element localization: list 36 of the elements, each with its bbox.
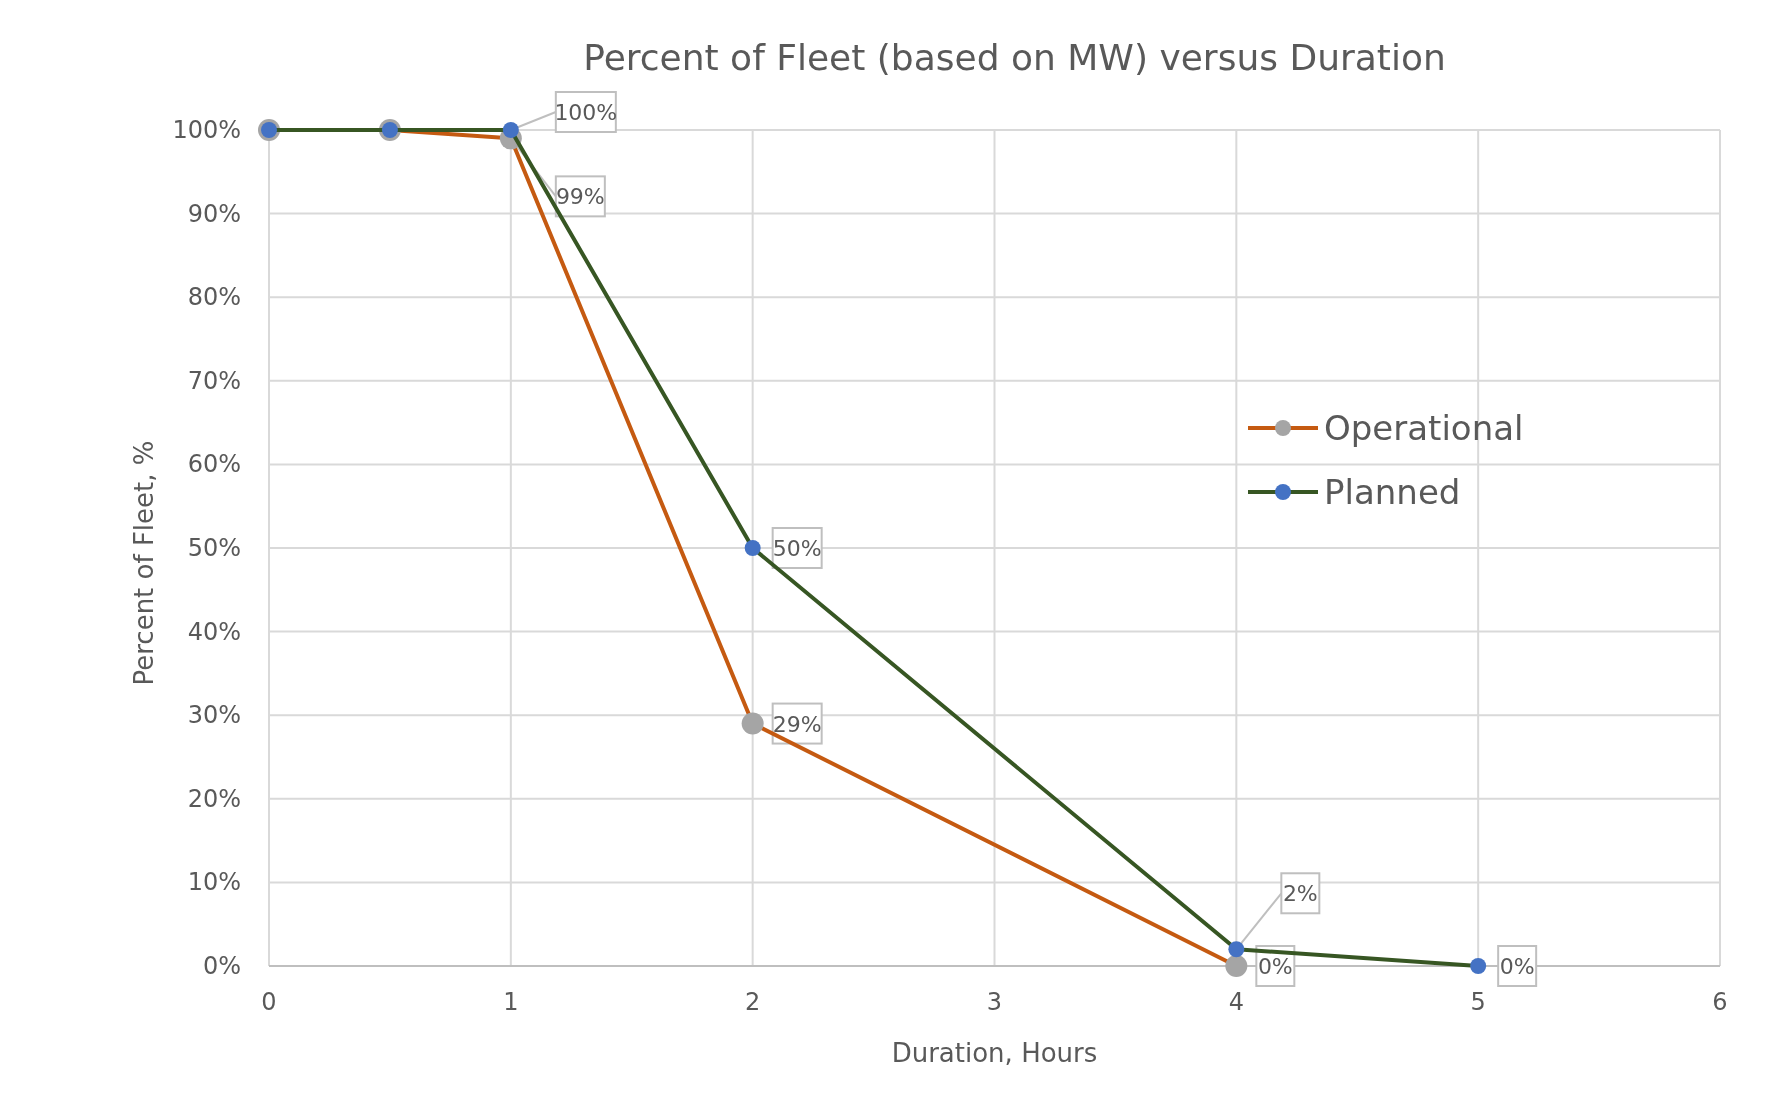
data-label: 0% (1257, 954, 1293, 979)
data-label: 29% (772, 711, 822, 737)
point (741, 712, 764, 735)
y-tick-label: 70% (187, 366, 241, 395)
chart-title: Percent of Fleet (based on MW) versus Duration (583, 37, 1446, 78)
point (744, 540, 761, 556)
y-tick-label: 90% (187, 199, 241, 228)
point (1470, 958, 1487, 974)
data-label: 0% (1499, 954, 1535, 979)
point (1228, 941, 1245, 958)
y-tick-label: 50% (187, 534, 241, 562)
y-axis-title: Percent of Fleet, % (129, 440, 159, 686)
data-label: 50% (772, 536, 822, 561)
data-label: 2% (1282, 881, 1318, 907)
y-tick-label: 100% (172, 116, 241, 144)
y-tick-label: 80% (187, 283, 241, 312)
x-tick-label: 4 (1228, 988, 1244, 1016)
legend-label: Planned (1324, 472, 1461, 512)
y-tick-label: 20% (187, 784, 241, 813)
x-tick-label: 2 (745, 988, 761, 1016)
data-label: 100% (554, 100, 618, 125)
x-axis-title: Duration, Hours (891, 1038, 1098, 1068)
x-tick-label: 5 (1470, 988, 1486, 1016)
y-tick-label: 0% (202, 952, 241, 980)
x-tick-label: 3 (986, 988, 1003, 1016)
x-tick-label: 1 (503, 988, 519, 1016)
data-label: 99% (555, 184, 605, 210)
y-tick-label: 10% (187, 868, 241, 897)
point (1225, 955, 1248, 977)
x-tick-label: 6 (1712, 988, 1728, 1016)
legend-label: Operational (1324, 408, 1524, 448)
y-tick-label: 30% (187, 701, 241, 730)
point (502, 122, 519, 138)
y-tick-label: 60% (187, 450, 241, 479)
x-tick-label: 0 (261, 988, 277, 1016)
y-tick-label: 40% (187, 617, 241, 646)
